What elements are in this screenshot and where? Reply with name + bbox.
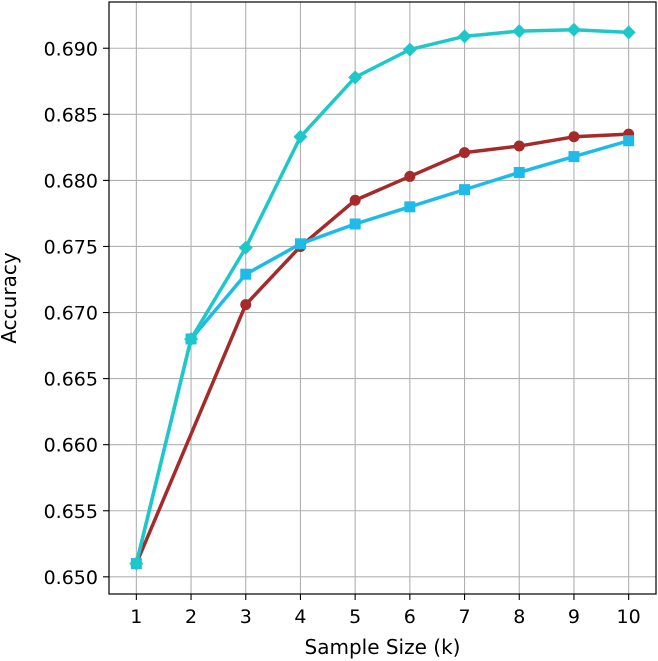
- data-point-circle: [349, 194, 361, 206]
- data-point-circle: [240, 299, 252, 311]
- y-tick-label: 0.660: [44, 435, 98, 457]
- x-tick-label: 2: [185, 606, 197, 628]
- y-tick-label: 0.665: [44, 369, 98, 391]
- data-point-diamond: [348, 70, 363, 85]
- data-point-square: [568, 151, 580, 163]
- data-point-diamond: [512, 24, 527, 39]
- x-tick-label: 8: [513, 606, 525, 628]
- x-tick-label: 9: [568, 606, 580, 628]
- data-point-circle: [568, 131, 580, 143]
- data-point-circle: [459, 147, 471, 159]
- x-tick-label: 4: [294, 606, 306, 628]
- x-tick-label: 6: [404, 606, 416, 628]
- data-point-diamond: [457, 29, 472, 44]
- data-point-diamond: [566, 22, 581, 37]
- data-point-circle: [513, 140, 525, 152]
- y-tick-label: 0.675: [44, 236, 98, 258]
- data-point-diamond: [621, 25, 636, 40]
- series-group: [129, 22, 636, 571]
- y-tick-label: 0.685: [44, 104, 98, 126]
- y-tick-label: 0.690: [44, 38, 98, 60]
- y-tick-label: 0.655: [44, 501, 98, 523]
- y-tick-label: 0.650: [44, 567, 98, 589]
- series-3: [129, 22, 636, 571]
- x-tick-label: 5: [349, 606, 361, 628]
- data-point-diamond: [129, 556, 144, 571]
- data-point-square: [349, 218, 361, 230]
- x-tick-label: 3: [240, 606, 252, 628]
- series-line: [134, 28, 631, 566]
- y-tick-label: 0.680: [44, 170, 98, 192]
- data-point-diamond: [184, 331, 199, 346]
- x-tick-label: 1: [130, 606, 142, 628]
- series-line: [134, 139, 631, 566]
- data-point-square: [623, 135, 635, 147]
- data-point-diamond: [293, 129, 308, 144]
- data-point-square: [240, 268, 252, 280]
- y-axis-label: Accuracy: [0, 252, 21, 343]
- data-point-square: [459, 184, 471, 196]
- x-axis-label: Sample Size (k): [305, 635, 461, 659]
- axis-ticks: 1 2 3 4 5 6 7 8 9 10 0.650 0.655 0.660 0.665 0.670 0.67…: [44, 38, 641, 628]
- data-point-square: [513, 166, 525, 178]
- data-point-diamond: [238, 240, 253, 255]
- grid-lines: [109, 2, 656, 594]
- x-tick-label: 7: [459, 606, 471, 628]
- data-point-square: [404, 201, 416, 213]
- x-tick-label: 10: [617, 606, 641, 628]
- data-point-diamond: [402, 42, 417, 57]
- data-point-circle: [404, 170, 416, 182]
- data-point-square: [294, 238, 306, 250]
- plot-area-frame: [108, 1, 657, 595]
- y-tick-label: 0.670: [44, 303, 98, 325]
